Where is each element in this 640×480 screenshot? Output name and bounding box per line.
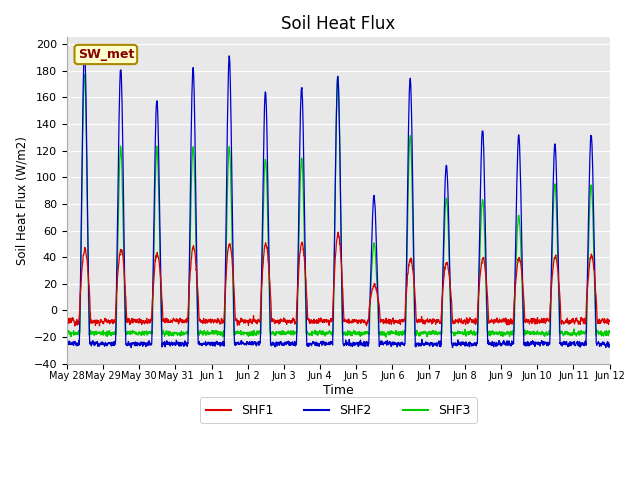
SHF3 bbox=[365, 322, 373, 327]
SHF1 bbox=[573, 317, 580, 323]
SHF1 bbox=[496, 317, 504, 323]
Title: Soil Heat Flux: Soil Heat Flux bbox=[281, 15, 396, 33]
SHF2 bbox=[354, 343, 362, 349]
SHF1 bbox=[334, 229, 342, 235]
Y-axis label: Soil Heat Flux (W/m2): Soil Heat Flux (W/m2) bbox=[15, 136, 28, 265]
SHF2 bbox=[605, 344, 613, 350]
SHF1 bbox=[71, 323, 79, 329]
Line: SHF2: SHF2 bbox=[67, 51, 609, 348]
SHF3 bbox=[81, 72, 88, 77]
X-axis label: Time: Time bbox=[323, 384, 353, 397]
Text: SW_met: SW_met bbox=[77, 48, 134, 61]
Legend: SHF1, SHF2, SHF3: SHF1, SHF2, SHF3 bbox=[200, 397, 477, 423]
SHF3 bbox=[496, 331, 504, 337]
SHF2 bbox=[573, 340, 580, 346]
SHF1 bbox=[558, 317, 566, 323]
SHF2 bbox=[127, 345, 135, 350]
SHF2 bbox=[81, 48, 88, 54]
Line: SHF3: SHF3 bbox=[67, 74, 609, 337]
SHF2 bbox=[366, 301, 374, 307]
SHF1 bbox=[605, 318, 613, 324]
SHF3 bbox=[354, 330, 362, 336]
SHF3 bbox=[63, 329, 70, 335]
SHF1 bbox=[354, 321, 362, 326]
SHF3 bbox=[573, 332, 580, 337]
SHF2 bbox=[496, 340, 504, 346]
SHF2 bbox=[558, 342, 566, 348]
SHF2 bbox=[63, 343, 70, 348]
SHF3 bbox=[558, 328, 566, 334]
Line: SHF1: SHF1 bbox=[67, 232, 609, 326]
SHF1 bbox=[214, 319, 222, 324]
SHF3 bbox=[382, 335, 390, 340]
SHF2 bbox=[214, 341, 222, 347]
SHF1 bbox=[366, 300, 374, 305]
SHF3 bbox=[214, 330, 222, 336]
SHF3 bbox=[605, 330, 613, 336]
SHF1 bbox=[63, 318, 70, 324]
